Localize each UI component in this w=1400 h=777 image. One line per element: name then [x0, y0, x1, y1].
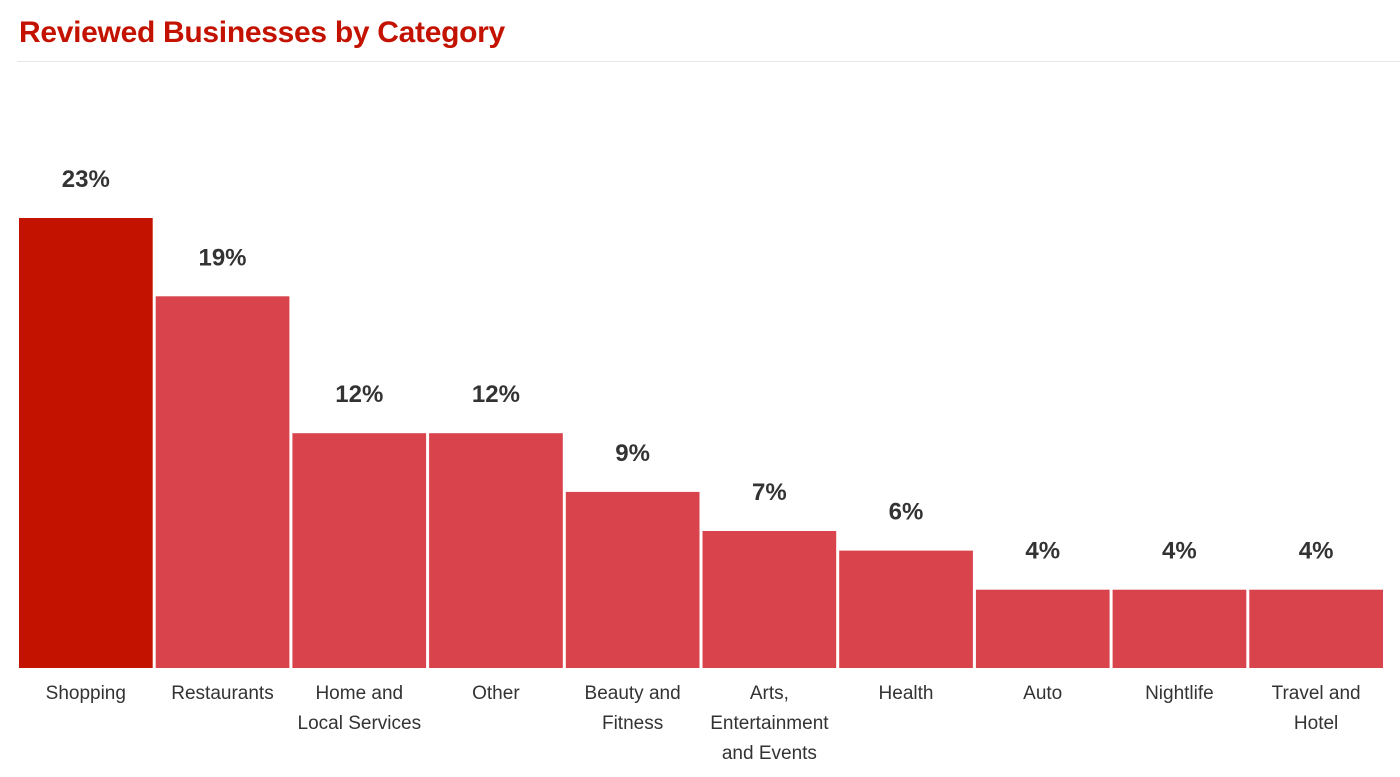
category-label-line: and Events: [722, 743, 817, 764]
title-divider: [17, 61, 1400, 62]
value-label-auto: 4%: [1025, 538, 1060, 565]
category-label-line: Restaurants: [171, 683, 273, 704]
value-label-travel-and-hotel: 4%: [1299, 538, 1334, 565]
category-label-home-and-local-services: Home and Local Services: [298, 683, 422, 734]
category-label-line: Arts,: [750, 683, 789, 704]
value-label-restaurants: 19%: [198, 244, 246, 271]
category-label-nightlife: Nightlife: [1145, 683, 1214, 704]
bar-shopping[interactable]: [19, 218, 153, 668]
value-label-beauty-and-fitness: 9%: [615, 440, 650, 467]
category-label-line: Health: [879, 683, 934, 704]
category-label-shopping: Shopping: [46, 683, 126, 704]
category-label-line: Home and: [315, 683, 403, 704]
bar-travel-and-hotel[interactable]: [1249, 589, 1383, 668]
bar-other[interactable]: [429, 433, 563, 668]
category-label-travel-and-hotel: Travel and Hotel: [1272, 683, 1361, 734]
category-label-line: Other: [472, 683, 520, 704]
category-label-line: Local Services: [298, 713, 422, 734]
bar-nightlife[interactable]: [1112, 589, 1247, 668]
bars-group: [19, 218, 1383, 668]
value-labels-group: 23% 19% 12% 12% 9% 7% 6% 4% 4% 4%: [62, 166, 1334, 565]
category-labels-group: Shopping Restaurants Home and Local Service…: [46, 683, 1361, 764]
bar-auto[interactable]: [975, 589, 1110, 668]
chart-title: Reviewed Businesses by Category: [19, 16, 505, 49]
category-label-other: Other: [472, 683, 520, 704]
category-label-line: Entertainment: [710, 713, 829, 734]
value-label-shopping: 23%: [62, 166, 110, 193]
category-label-health: Health: [879, 683, 934, 704]
bar-beauty-and-fitness[interactable]: [565, 491, 700, 668]
value-label-nightlife: 4%: [1162, 538, 1197, 565]
value-label-health: 6%: [889, 499, 924, 526]
bar-arts-entertainment-and-events[interactable]: [702, 531, 837, 668]
category-label-line: Nightlife: [1145, 683, 1214, 704]
category-label-auto: Auto: [1023, 683, 1062, 704]
value-label-home-and-local-services: 12%: [335, 381, 383, 408]
category-label-line: Travel and: [1272, 683, 1361, 704]
category-label-beauty-and-fitness: Beauty and Fitness: [585, 683, 681, 734]
category-label-line: Beauty and: [585, 683, 681, 704]
bar-restaurants[interactable]: [155, 296, 290, 668]
bar-health[interactable]: [839, 550, 973, 668]
category-label-restaurants: Restaurants: [171, 683, 273, 704]
value-label-arts-entertainment-and-events: 7%: [752, 479, 787, 506]
category-label-line: Fitness: [602, 713, 663, 734]
category-label-arts-entertainment-and-events: Arts, Entertainment and Events: [710, 683, 829, 764]
bar-home-and-local-services[interactable]: [292, 433, 427, 668]
category-label-line: Shopping: [46, 683, 126, 704]
category-label-line: Hotel: [1294, 713, 1338, 734]
value-label-other: 12%: [472, 381, 520, 408]
category-label-line: Auto: [1023, 683, 1062, 704]
